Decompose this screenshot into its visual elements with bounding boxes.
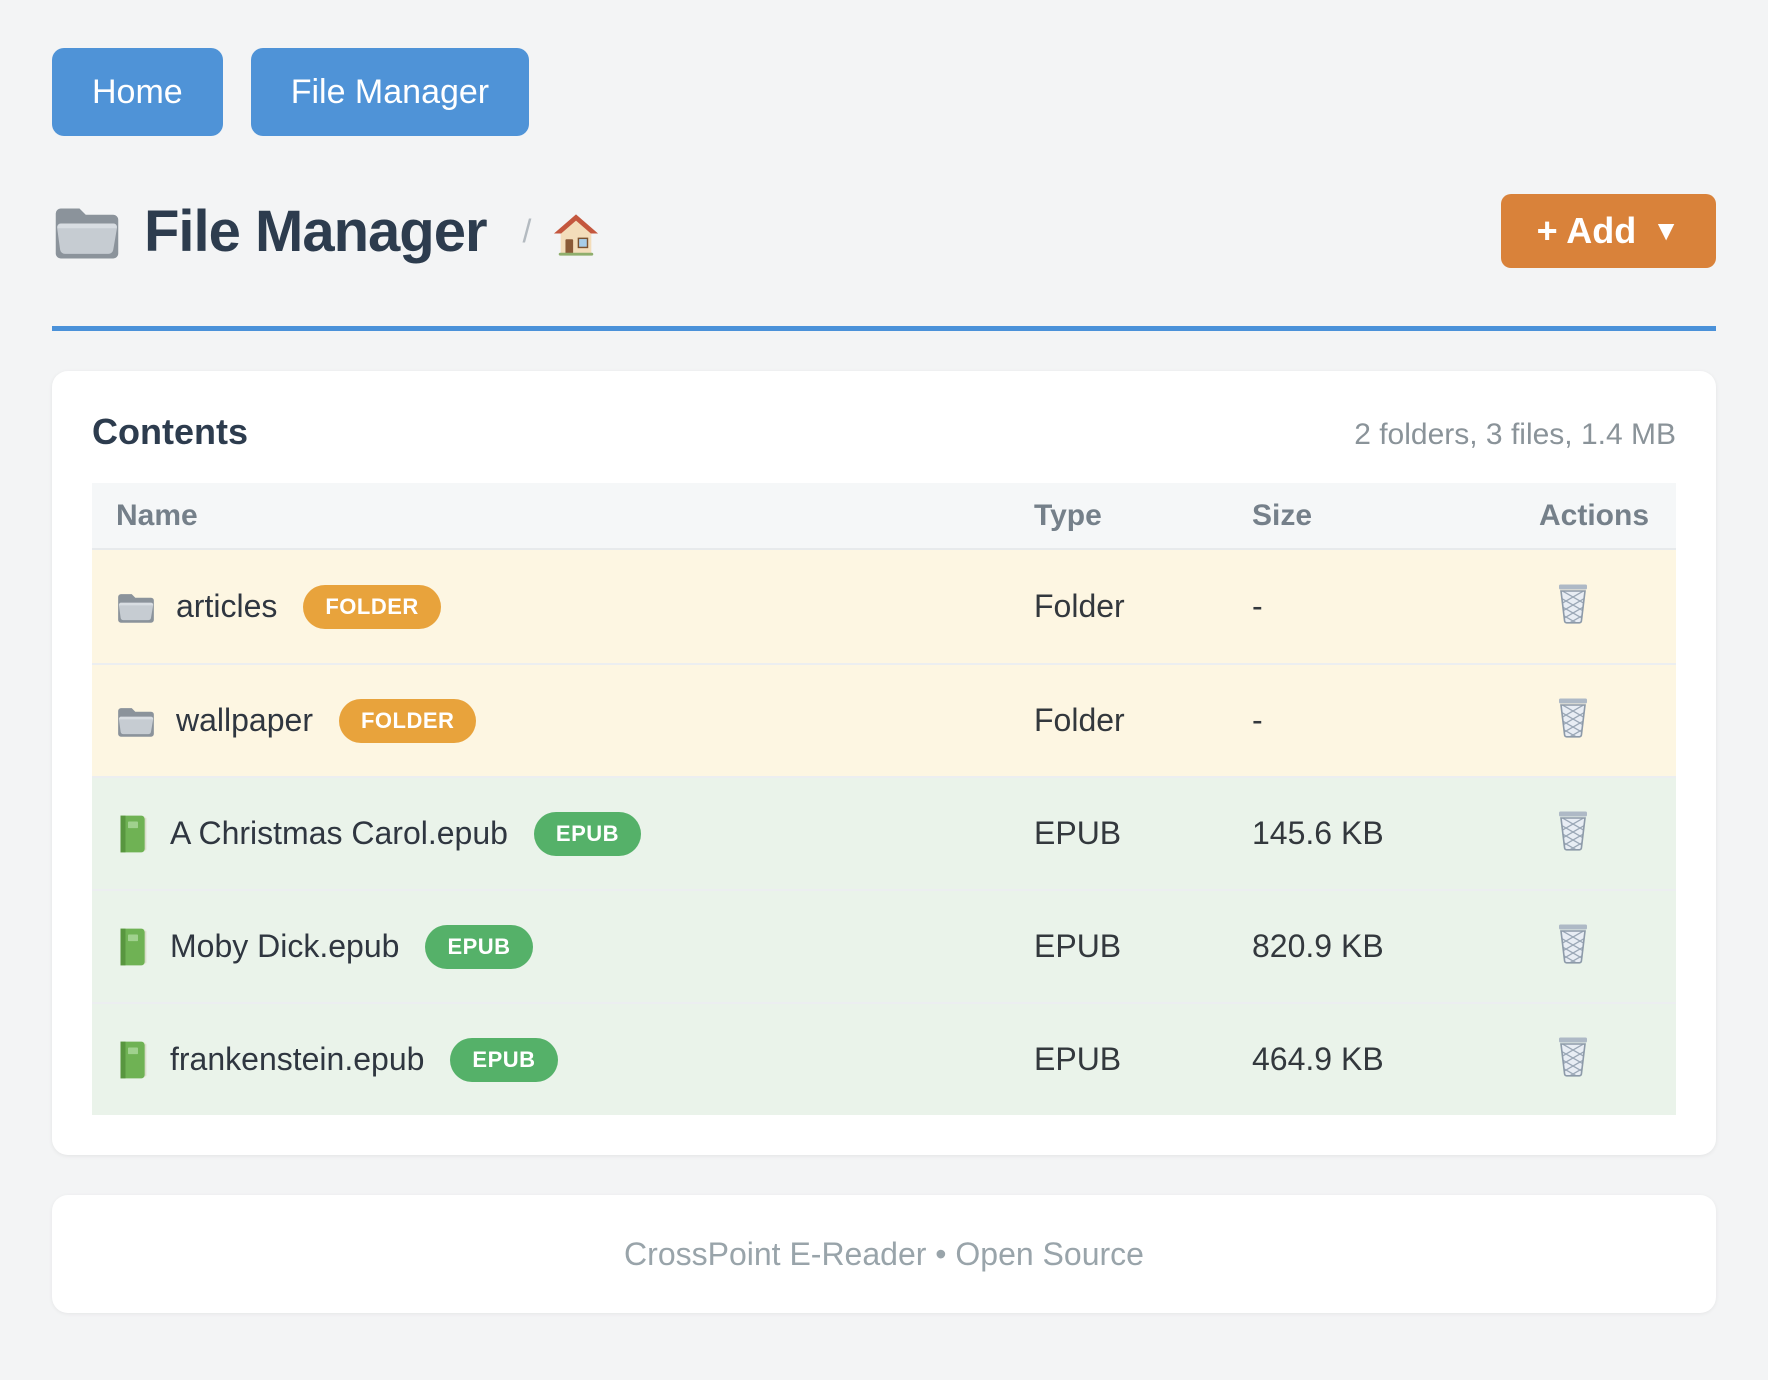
book-icon	[116, 927, 150, 967]
delete-button[interactable]	[1555, 1034, 1591, 1078]
trash-icon	[1555, 921, 1591, 965]
epub-badge: EPUB	[450, 1037, 558, 1082]
folder-icon	[116, 704, 156, 738]
delete-button[interactable]	[1555, 695, 1591, 739]
item-size: -	[1252, 588, 1263, 624]
item-size: 820.9 KB	[1252, 928, 1384, 964]
item-size: 464.9 KB	[1252, 1041, 1384, 1077]
book-icon	[116, 814, 150, 854]
top-navigation: Home File Manager	[52, 48, 1716, 136]
title-group: File Manager /	[52, 198, 599, 265]
chevron-down-icon: ▼	[1652, 215, 1680, 246]
table-row[interactable]: articles FOLDER Folder -	[92, 550, 1676, 663]
column-header-type: Type	[1034, 498, 1102, 532]
item-size: -	[1252, 702, 1263, 738]
trash-icon	[1555, 581, 1591, 625]
item-type: EPUB	[1034, 928, 1122, 964]
epub-badge: EPUB	[425, 924, 533, 969]
table-row[interactable]: A Christmas Carol.epub EPUB EPUB 145.6 K…	[92, 776, 1676, 889]
column-header-actions: Actions	[1539, 498, 1650, 532]
delete-button[interactable]	[1555, 581, 1591, 625]
page-root: Home File Manager File Manager / + Add ▼…	[52, 48, 1716, 1313]
trash-icon	[1555, 695, 1591, 739]
page-title: File Manager	[144, 198, 488, 264]
breadcrumb-separator: /	[522, 212, 532, 249]
folder-badge: FOLDER	[303, 584, 441, 629]
add-button-label: + Add	[1536, 210, 1637, 251]
column-header-name: Name	[116, 498, 198, 532]
file-manager-button[interactable]: File Manager	[250, 48, 530, 136]
page-header: File Manager / + Add ▼	[52, 194, 1716, 331]
contents-card: Contents 2 folders, 3 files, 1.4 MB Name…	[52, 371, 1716, 1155]
item-name[interactable]: wallpaper	[176, 702, 313, 738]
contents-summary: 2 folders, 3 files, 1.4 MB	[1354, 418, 1676, 451]
house-icon[interactable]	[553, 213, 599, 256]
footer-text: CrossPoint E-Reader • Open Source	[624, 1235, 1144, 1272]
column-header-size: Size	[1252, 498, 1313, 532]
item-size: 145.6 KB	[1252, 815, 1384, 851]
contents-card-header: Contents 2 folders, 3 files, 1.4 MB	[92, 411, 1676, 453]
table-row[interactable]: wallpaper FOLDER Folder -	[92, 663, 1676, 776]
item-type: Folder	[1034, 588, 1125, 624]
table-row[interactable]: frankenstein.epub EPUB EPUB 464.9 KB	[92, 1002, 1676, 1115]
book-icon	[116, 1040, 150, 1080]
item-name[interactable]: frankenstein.epub	[170, 1041, 425, 1077]
epub-badge: EPUB	[533, 811, 642, 856]
footer: CrossPoint E-Reader • Open Source	[52, 1195, 1716, 1313]
file-table: Name Type Size Actions articles FOLDER F…	[92, 483, 1676, 1115]
add-button[interactable]: + Add ▼	[1500, 194, 1716, 268]
item-type: Folder	[1034, 702, 1125, 738]
table-header-row: Name Type Size Actions	[92, 483, 1676, 550]
item-name[interactable]: A Christmas Carol.epub	[170, 815, 508, 851]
folder-badge: FOLDER	[338, 698, 477, 743]
trash-icon	[1555, 808, 1591, 852]
item-type: EPUB	[1034, 815, 1122, 851]
folder-icon	[52, 202, 122, 260]
folder-icon	[116, 590, 156, 624]
table-row[interactable]: Moby Dick.epub EPUB EPUB 820.9 KB	[92, 889, 1676, 1002]
delete-button[interactable]	[1555, 921, 1591, 965]
item-type: EPUB	[1034, 1041, 1122, 1077]
item-name[interactable]: Moby Dick.epub	[170, 928, 400, 964]
item-name[interactable]: articles	[176, 588, 278, 624]
home-button[interactable]: Home	[52, 48, 223, 136]
delete-button[interactable]	[1555, 808, 1591, 852]
contents-title: Contents	[92, 411, 248, 452]
trash-icon	[1555, 1034, 1591, 1078]
